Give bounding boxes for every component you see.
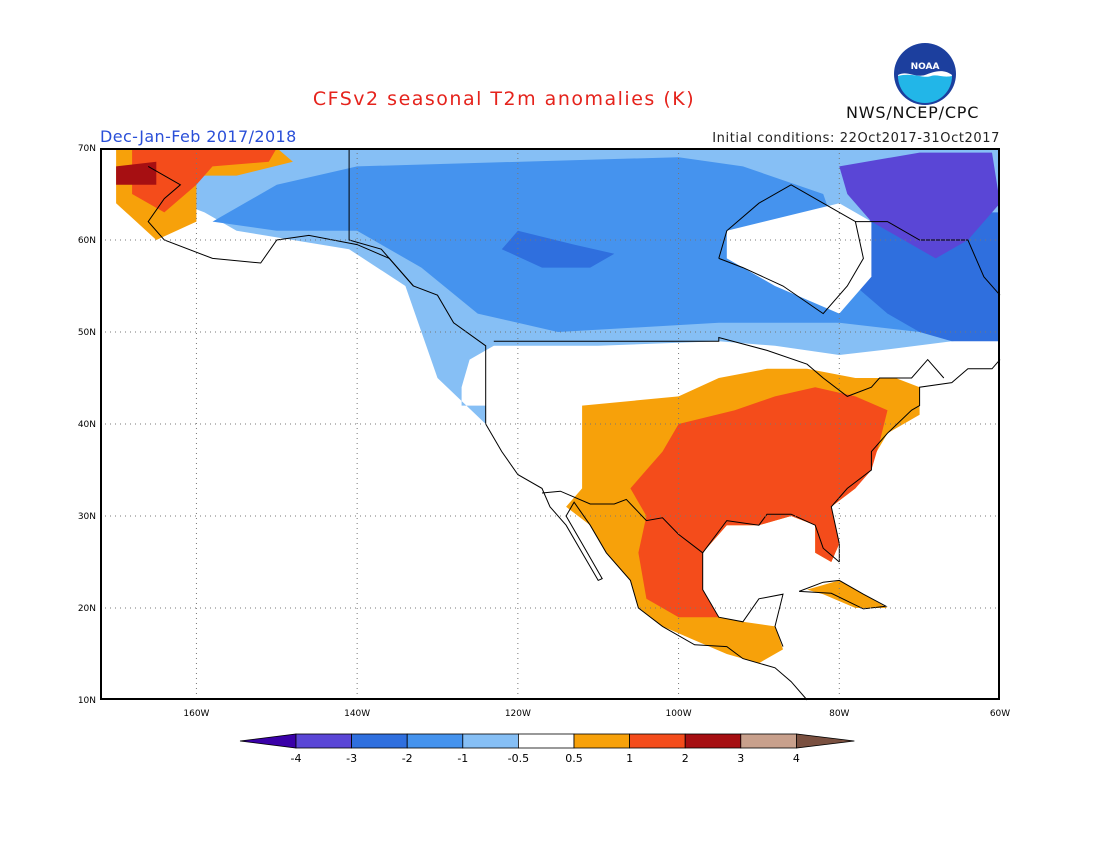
map-fill-layer bbox=[116, 148, 1000, 664]
lon-tick-label: 100W bbox=[666, 709, 692, 719]
cold-anomaly-region-northeast bbox=[839, 152, 1000, 259]
colorbar-tick-label: 4 bbox=[793, 752, 800, 765]
initial-conditions-label: Initial conditions: 22Oct2017-31Oct2017 bbox=[712, 131, 1000, 146]
lon-tick-label: 60W bbox=[990, 709, 1010, 719]
lat-tick-label: 20N bbox=[78, 604, 96, 614]
colorbar-tick-label: 3 bbox=[737, 752, 744, 765]
florida-gulf-coastline bbox=[702, 513, 840, 563]
colorbar-tick-label: -1 bbox=[457, 752, 468, 765]
strong-warm-anomaly-region bbox=[630, 387, 888, 618]
colorbar-left-arrow bbox=[239, 733, 297, 749]
noaa-logo-text: NOAA bbox=[911, 62, 940, 72]
lon-tick-label: 80W bbox=[829, 709, 849, 719]
coastline-layer bbox=[147, 148, 1001, 701]
colorbar-swatch bbox=[740, 733, 797, 749]
colorbar-tick-label: -3 bbox=[346, 752, 357, 765]
grid-layer bbox=[100, 148, 1000, 700]
colorbar-swatch bbox=[406, 733, 464, 749]
lon-tick-label: 160W bbox=[183, 709, 209, 719]
colorbar-right-arrow bbox=[796, 733, 855, 749]
colorbar-tick-label: -4 bbox=[291, 752, 302, 765]
colorbar-swatch bbox=[351, 733, 408, 749]
cuba-warm-region bbox=[807, 580, 888, 608]
colorbar-tick-label: -2 bbox=[402, 752, 413, 765]
cold-anomaly-region-east bbox=[855, 212, 1000, 342]
map-frame bbox=[100, 148, 1000, 700]
cuba-coastline bbox=[798, 579, 888, 610]
lon-tick-label: 140W bbox=[344, 709, 370, 719]
anomaly-map: 10N 20N 30N 40N 50N 60N 70N 160W 140W 120W 100W 80W… bbox=[78, 144, 1010, 719]
lat-tick-label: 70N bbox=[78, 144, 96, 154]
noaa-logo: NOAA bbox=[894, 43, 956, 105]
axis-label-layer: 10N 20N 30N 40N 50N 60N 70N 160W 140W 120W 100W 80W… bbox=[78, 144, 1010, 719]
north-america-coastline bbox=[147, 165, 808, 701]
lat-tick-label: 60N bbox=[78, 236, 96, 246]
colorbar-swatch bbox=[517, 733, 575, 749]
alaska-strong-warm-region bbox=[132, 148, 277, 213]
cold-anomaly-region-strong bbox=[501, 230, 615, 268]
colorbar-swatch bbox=[629, 733, 686, 749]
alaska-very-strong-warm-region bbox=[116, 161, 157, 185]
lat-tick-label: 30N bbox=[78, 512, 96, 522]
map-title-text: CFSv2 seasonal T2m anomalies (K) bbox=[312, 88, 696, 110]
colorbar-swatch bbox=[295, 733, 352, 749]
hudson-bay-coastline bbox=[718, 184, 864, 315]
colorbar-layer: -4 -3 -2 -1 -0.5 0.5 1 2 3 4 bbox=[239, 733, 855, 765]
colorbar-swatch bbox=[462, 733, 519, 749]
lat-tick-label: 50N bbox=[78, 328, 96, 338]
colorbar-tick-label: 1 bbox=[626, 752, 633, 765]
alaska-canada-border bbox=[348, 148, 414, 287]
labrador-coastline bbox=[855, 221, 1001, 296]
colorbar-tick-label: 2 bbox=[682, 752, 689, 765]
lon-tick-label: 120W bbox=[505, 709, 531, 719]
season-label: Dec-Jan-Feb 2017/2018 bbox=[100, 127, 297, 146]
east-coastline bbox=[830, 359, 1001, 562]
us-mexico-border bbox=[541, 490, 704, 554]
lat-tick-label: 40N bbox=[78, 420, 96, 430]
agency-label: NWS/NCEP/CPC bbox=[846, 103, 980, 122]
colorbar: -4 -3 -2 -1 -0.5 0.5 1 2 3 4 bbox=[239, 733, 855, 765]
map-title: CFSv2 seasonal T2m anomalies (K) bbox=[0, 88, 1100, 110]
us-canada-border bbox=[493, 336, 945, 397]
cold-anomaly-region-hudson-bay bbox=[726, 203, 872, 314]
colorbar-swatch bbox=[684, 733, 742, 749]
gulf-coastline bbox=[702, 552, 784, 647]
colorbar-swatch bbox=[573, 733, 630, 749]
lat-tick-label: 10N bbox=[78, 696, 96, 706]
colorbar-tick-label: 0.5 bbox=[565, 752, 583, 765]
colorbar-tick-label: -0.5 bbox=[508, 752, 529, 765]
